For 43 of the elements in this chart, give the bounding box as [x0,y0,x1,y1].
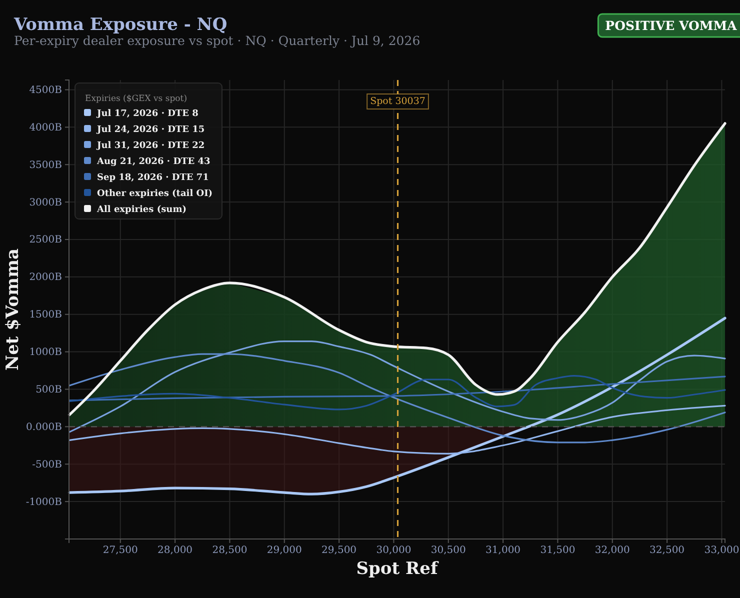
line-series [68,374,726,410]
y-tick-label: 2500B [29,234,62,246]
x-tick-label: 32,000 [594,545,630,556]
legend-label: Other expiries (tail OI) [97,189,213,199]
x-tick-label: 28,500 [212,545,248,556]
y-tick-label: 4000B [29,122,62,134]
legend-label: Sep 18, 2026 · DTE 71 [97,173,209,183]
legend-label: Aug 21, 2026 · DTE 43 [96,157,210,167]
y-tick-label: 1500B [29,310,62,321]
y-tick-label: 3500B [29,160,62,171]
x-tick-label: 31,000 [486,545,521,556]
legend-label: Jul 24, 2026 · DTE 15 [96,125,205,135]
legend-title: Expiries ($GEX vs spot) [85,94,188,104]
y-tick-label: -500B [32,459,62,470]
y-axis-title: Net $Vomma [3,248,23,370]
line-series [68,376,726,402]
y-tick-label: 3000B [29,197,62,208]
line-series [68,340,726,433]
x-tick-label: 30,000 [376,545,412,556]
legend-label: Jul 31, 2026 · DTE 22 [96,141,205,151]
x-tick-label: 31,500 [540,545,576,556]
x-tick-label: 28,000 [158,545,193,556]
x-tick-label: 30,500 [430,545,466,556]
y-tick-label: 500B [36,384,62,396]
x-tick-label: 33,000 [704,545,740,556]
legend-label: All expiries (sum) [96,205,186,215]
x-tick-label: 29,500 [322,545,357,556]
y-tick-label: 4500B [29,84,62,96]
x-tick-label: 29,000 [266,545,302,556]
x-tick-label: 32,500 [650,545,685,556]
text: POSITIVE VOMMA [605,18,738,33]
chart-subtitle: Per-expiry dealer exposure vs spot · NQ · Quarterly · Jul 9, 2026 [14,33,420,48]
y-tick-label: -1000B [26,496,62,508]
line-series [68,353,726,444]
chart-title: Vomma Exposure - NQ [13,15,228,35]
line-series [68,404,726,454]
x-tick-label: 27,500 [102,545,138,556]
y-tick-label: 0.000B [26,422,62,433]
x-axis-title: Spot Ref [356,559,440,579]
y-tick-label: 2000B [29,272,62,284]
y-tick-label: 1000B [29,347,62,358]
ref-line-label: Spot 30037 [370,96,426,107]
legend-label: Jul 17, 2026 · DTE 8 [96,109,198,119]
